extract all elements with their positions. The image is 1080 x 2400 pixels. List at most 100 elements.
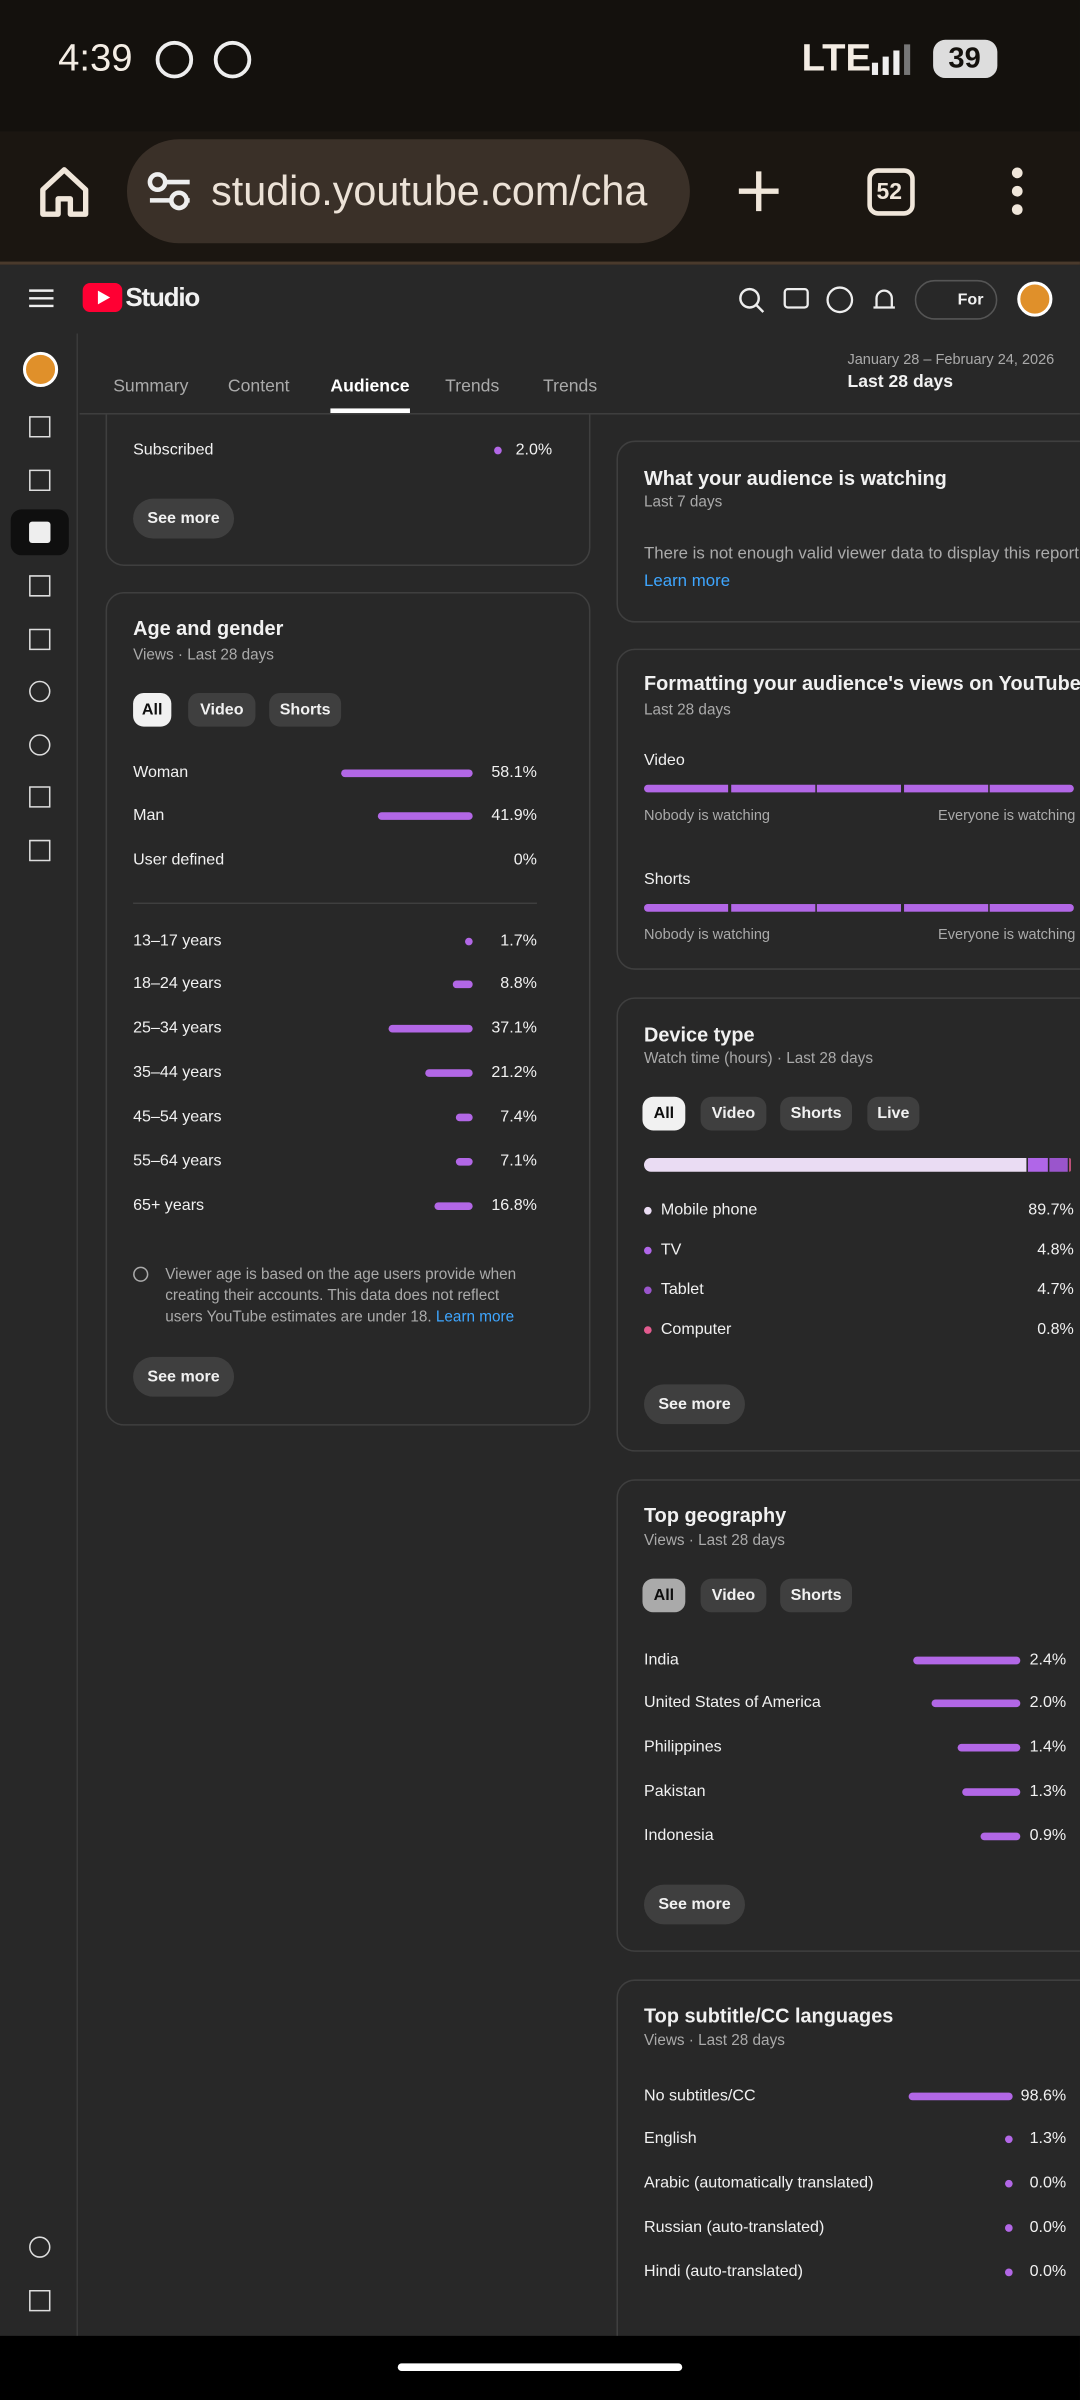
sidebar-icon[interactable] — [29, 469, 51, 492]
format-segment — [990, 784, 1075, 793]
row-value: 2.4% — [1029, 1649, 1067, 1669]
tab-count[interactable]: 52 — [876, 178, 903, 205]
row-value: 2.0% — [515, 439, 553, 459]
section-label: Video — [644, 750, 685, 769]
tab[interactable]: Trends — [543, 377, 598, 396]
row-value: 16.8% — [491, 1195, 537, 1214]
row-value: 0.8% — [1037, 1319, 1074, 1338]
filter-chip[interactable]: Shorts — [269, 692, 342, 727]
sidebar-icon[interactable] — [29, 680, 51, 703]
sidebar-icon[interactable] — [29, 2289, 51, 2312]
see-more[interactable]: See more — [133, 498, 235, 539]
sidebar-avatar[interactable] — [22, 351, 59, 388]
tab-count-box[interactable] — [867, 168, 915, 216]
filter-chip[interactable]: Shorts — [780, 1096, 853, 1131]
format-segment — [990, 904, 1075, 912]
row-value: 0.0% — [1029, 2217, 1067, 2237]
tab-underline — [330, 408, 410, 414]
bar — [388, 1025, 473, 1033]
card — [616, 1979, 1080, 2378]
row-value: 0.0% — [1029, 2261, 1067, 2281]
tab[interactable]: Summary — [113, 377, 189, 396]
scale-left: Nobody is watching — [644, 806, 771, 824]
home-indicator[interactable] — [397, 2363, 683, 2372]
filter-chip[interactable]: Shorts — [780, 1578, 853, 1613]
note-link[interactable]: Learn more — [435, 1309, 515, 1327]
format-segment — [730, 904, 815, 912]
card-subtitle: Views · Last 28 days — [644, 2032, 785, 2050]
row-label: Arabic (automatically translated) — [644, 2173, 874, 2193]
bar — [424, 1069, 473, 1077]
format-segment — [817, 784, 902, 793]
link[interactable]: Learn more — [644, 572, 731, 591]
date-range[interactable]: January 28 – February 24, 2026 — [847, 351, 1055, 368]
new-tab-icon[interactable] — [736, 168, 782, 214]
row-value: 4.7% — [1037, 1279, 1074, 1298]
bar — [913, 1655, 1021, 1664]
row-label: Man — [133, 806, 165, 826]
filter-chip[interactable]: All — [133, 692, 172, 727]
watching-text: There is not enough valid viewer data to… — [644, 540, 1080, 595]
row-label: Philippines — [644, 1737, 722, 1757]
bar — [962, 1787, 1021, 1796]
sidebar-icon[interactable] — [29, 416, 51, 438]
age-note: Viewer age is based on the age users pro… — [165, 1265, 532, 1329]
tab[interactable]: Content — [227, 377, 290, 396]
row-value: 1.7% — [500, 930, 537, 950]
create-label[interactable]: For — [957, 289, 984, 309]
sidebar-icon[interactable] — [29, 521, 51, 544]
logo-text[interactable]: Studio — [125, 282, 200, 313]
see-more[interactable]: See more — [133, 1356, 235, 1397]
filter-chip[interactable]: Video — [188, 692, 256, 727]
header-icons[interactable] — [736, 285, 904, 316]
scale-right: Everyone is watching — [938, 806, 1076, 824]
url[interactable]: studio.youtube.com/cha — [211, 168, 648, 215]
menu-icon[interactable] — [1005, 165, 1029, 217]
row-label: 25–34 years — [133, 1019, 222, 1038]
avatar[interactable] — [1017, 281, 1053, 317]
legend-dot — [644, 1325, 652, 1334]
filter-chip[interactable]: Live — [867, 1096, 920, 1131]
card-subtitle: Views · Last 28 days — [644, 1532, 785, 1550]
device-segment — [1068, 1157, 1071, 1172]
filter-chip[interactable]: Video — [700, 1096, 767, 1131]
youtube-logo[interactable] — [82, 282, 123, 313]
device-segment — [644, 1157, 1027, 1172]
filter-chip[interactable]: All — [642, 1096, 686, 1131]
filter-chip[interactable]: Video — [700, 1578, 767, 1613]
network: LTE — [801, 36, 871, 80]
sidebar-icon[interactable] — [29, 839, 51, 862]
row-value: 41.9% — [491, 806, 537, 826]
text: There is not enough valid viewer data to… — [644, 544, 1080, 563]
row-label: Russian (auto-translated) — [644, 2217, 825, 2237]
url-pill[interactable] — [126, 139, 690, 244]
row-label: India — [644, 1649, 679, 1669]
home-icon[interactable] — [37, 162, 92, 220]
sidebar-icon[interactable] — [29, 2236, 51, 2258]
see-more[interactable]: See more — [644, 1384, 745, 1425]
sidebar-icon[interactable] — [29, 786, 51, 808]
card-subtitle: Last 28 days — [644, 702, 731, 719]
create-button[interactable] — [914, 279, 998, 320]
row-value: 1.4% — [1029, 1737, 1067, 1757]
sidebar-icon[interactable] — [29, 734, 51, 756]
sidebar-icon[interactable] — [29, 628, 51, 651]
card-title: Formatting your audience's views on YouT… — [644, 671, 1080, 695]
format-segment — [730, 784, 815, 793]
scale-left: Nobody is watching — [644, 926, 771, 944]
site-settings-icon[interactable] — [145, 168, 194, 214]
note-text: Viewer age is based on the age users pro… — [165, 1266, 517, 1327]
sidebar-icon[interactable] — [29, 575, 51, 597]
filter-chip[interactable]: All — [642, 1578, 686, 1613]
see-more[interactable]: See more — [644, 1884, 745, 1925]
tab[interactable]: Audience — [330, 377, 410, 396]
row-label: Woman — [133, 762, 189, 781]
hamburger-icon[interactable] — [29, 288, 54, 309]
battery-level: 39 — [948, 42, 981, 75]
tab[interactable]: Trends — [445, 377, 500, 396]
card-subtitle: Watch time (hours) · Last 28 days — [644, 1050, 873, 1068]
date-label[interactable]: Last 28 days — [847, 372, 954, 391]
format-segment — [817, 904, 902, 912]
row-value: 37.1% — [491, 1019, 537, 1038]
